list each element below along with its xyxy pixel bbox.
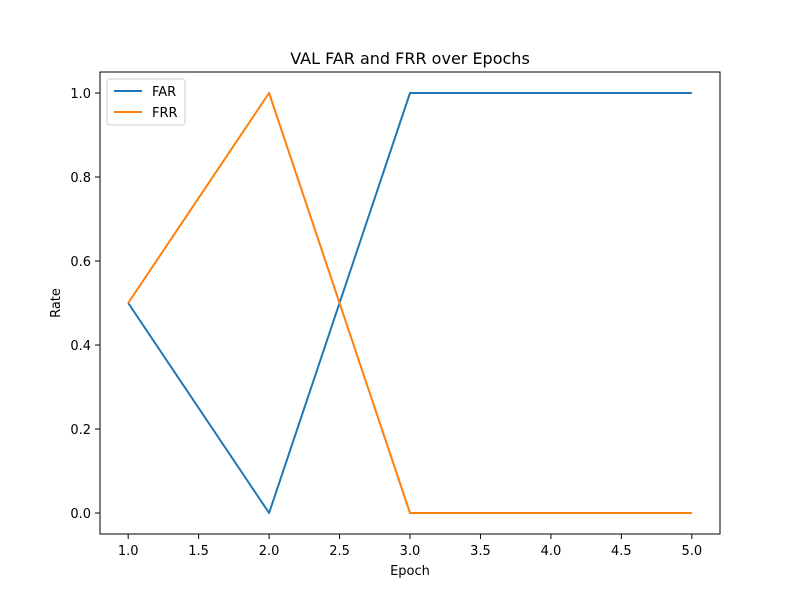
x-tick-label: 3.5 <box>470 544 491 559</box>
x-tick-label: 1.0 <box>118 544 139 559</box>
chart-title: VAL FAR and FRR over Epochs <box>290 49 530 68</box>
legend-label-far: FAR <box>152 85 176 100</box>
x-tick-label: 4.5 <box>611 544 632 559</box>
y-tick-label: 0.2 <box>70 423 91 438</box>
axes-frame <box>99 71 721 535</box>
y-tick-label: 0.0 <box>70 507 91 522</box>
x-tick-label: 1.5 <box>188 544 209 559</box>
series-line-frr <box>127 92 692 514</box>
x-axis-label: Epoch <box>390 564 430 579</box>
x-tick-label: 5.0 <box>681 544 702 559</box>
x-tick-label: 3.0 <box>400 544 421 559</box>
x-tick-label: 4.0 <box>541 544 562 559</box>
y-axis-label: Rate <box>49 288 64 318</box>
y-tick-label: 0.8 <box>70 171 91 186</box>
legend-label-frr: FRR <box>152 106 178 121</box>
x-tick-label: 2.5 <box>329 544 350 559</box>
y-tick-label: 1.0 <box>70 87 91 102</box>
legend: FAR FRR <box>106 78 186 126</box>
y-tick-label: 0.4 <box>70 339 91 354</box>
plot-area: 1.0 1.5 2.0 2.5 3.0 3.5 4.0 4.5 5.0 0.0 0.2 0.4 0.6 0… <box>70 87 702 559</box>
y-tick-label: 0.6 <box>70 255 91 270</box>
x-tick-label: 2.0 <box>259 544 280 559</box>
series-line-far <box>127 92 692 514</box>
